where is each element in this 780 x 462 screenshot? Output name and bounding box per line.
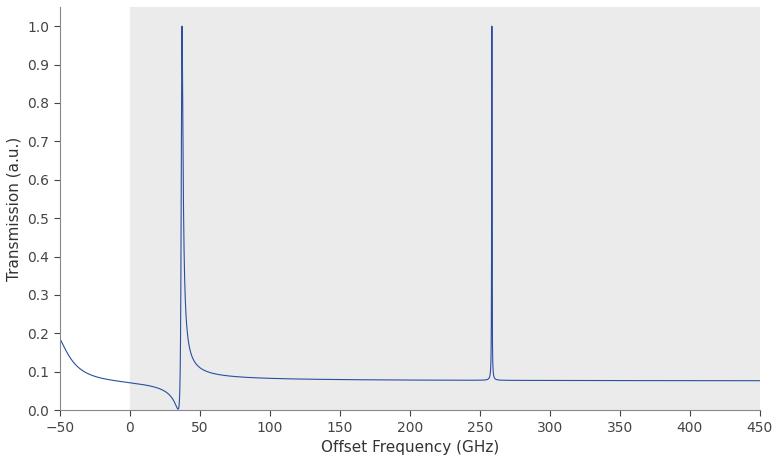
Y-axis label: Transmission (a.u.): Transmission (a.u.): [7, 136, 22, 280]
X-axis label: Offset Frequency (GHz): Offset Frequency (GHz): [321, 440, 499, 455]
